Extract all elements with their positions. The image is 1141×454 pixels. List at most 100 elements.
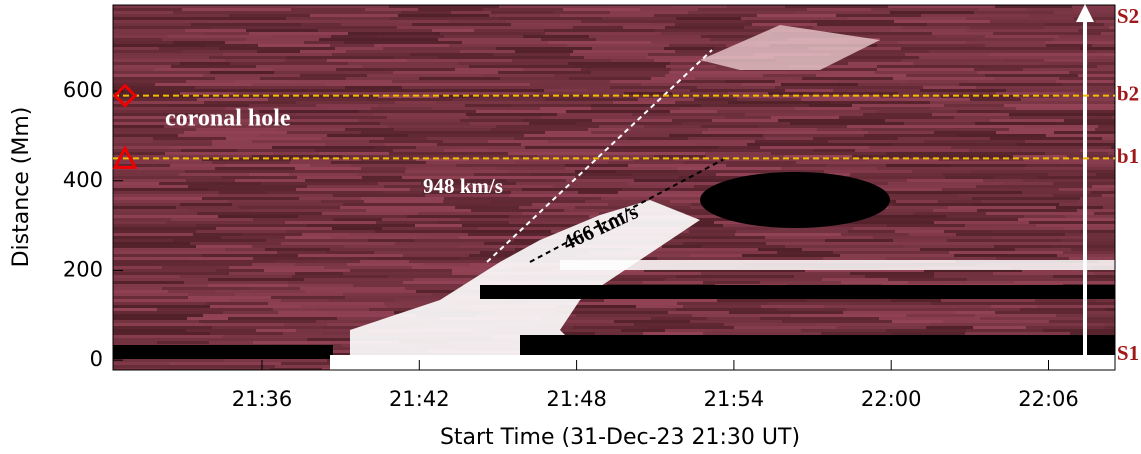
texture xyxy=(951,146,1071,149)
texture xyxy=(113,5,233,8)
texture xyxy=(194,89,314,92)
texture xyxy=(162,287,282,290)
texture xyxy=(824,59,944,62)
texture xyxy=(208,284,328,287)
texture xyxy=(1113,89,1115,92)
texture xyxy=(256,212,376,215)
texture xyxy=(457,146,577,149)
texture xyxy=(388,275,508,278)
texture xyxy=(697,86,817,89)
texture xyxy=(1079,218,1115,221)
texture xyxy=(589,35,709,38)
texture xyxy=(632,113,752,116)
texture xyxy=(350,269,470,272)
texture xyxy=(434,203,554,206)
texture xyxy=(348,32,468,35)
texture xyxy=(700,172,890,228)
texture xyxy=(113,359,233,362)
texture xyxy=(113,59,233,62)
texture xyxy=(287,131,407,134)
texture xyxy=(414,239,534,242)
texture xyxy=(211,95,331,98)
texture xyxy=(179,173,299,176)
fit-line xyxy=(529,156,729,263)
texture xyxy=(932,113,1052,116)
texture xyxy=(648,326,768,329)
texture xyxy=(286,230,406,233)
texture xyxy=(665,239,785,242)
texture xyxy=(374,44,494,47)
texture xyxy=(493,80,613,83)
texture xyxy=(418,212,538,215)
texture xyxy=(848,56,968,59)
texture xyxy=(410,53,530,56)
texture xyxy=(522,308,642,311)
texture xyxy=(728,101,848,104)
texture xyxy=(387,116,507,119)
x-tick-label: 22:00 xyxy=(861,387,922,411)
texture xyxy=(980,317,1100,320)
texture xyxy=(702,245,822,248)
texture xyxy=(235,179,355,182)
texture xyxy=(349,233,469,236)
texture xyxy=(567,44,687,47)
texture xyxy=(489,14,609,17)
texture xyxy=(113,224,233,227)
texture xyxy=(159,263,279,266)
texture xyxy=(777,308,897,311)
texture xyxy=(203,74,323,77)
texture xyxy=(402,176,522,179)
texture xyxy=(1075,92,1115,95)
texture xyxy=(897,161,1017,164)
texture xyxy=(511,23,631,26)
texture xyxy=(331,92,451,95)
texture xyxy=(208,278,328,281)
texture xyxy=(348,62,468,65)
texture xyxy=(601,197,721,200)
texture xyxy=(705,152,825,155)
texture xyxy=(469,158,589,161)
texture xyxy=(1085,59,1115,62)
texture xyxy=(344,41,464,44)
x-tick-label: 21:48 xyxy=(546,387,607,411)
texture xyxy=(862,197,982,200)
texture xyxy=(1026,164,1115,167)
texture xyxy=(371,107,491,110)
texture xyxy=(817,323,937,326)
texture xyxy=(682,122,802,125)
texture xyxy=(1064,119,1115,122)
texture xyxy=(1080,149,1115,152)
texture xyxy=(828,140,948,143)
texture xyxy=(113,134,233,137)
texture xyxy=(1113,80,1115,83)
texture xyxy=(366,209,486,212)
texture xyxy=(113,296,233,299)
texture xyxy=(903,245,1023,248)
texture xyxy=(246,29,366,32)
texture xyxy=(969,80,1089,83)
texture xyxy=(735,233,855,236)
texture xyxy=(850,272,970,275)
texture xyxy=(327,59,447,62)
texture xyxy=(1029,221,1115,224)
texture xyxy=(382,218,502,221)
texture xyxy=(640,146,760,149)
texture xyxy=(581,68,701,71)
texture xyxy=(405,170,525,173)
texture xyxy=(654,14,774,17)
texture xyxy=(113,92,233,95)
texture xyxy=(273,68,393,71)
texture xyxy=(676,308,796,311)
texture xyxy=(623,230,743,233)
texture xyxy=(541,116,661,119)
texture xyxy=(775,86,895,89)
texture xyxy=(794,275,914,278)
texture xyxy=(498,71,618,74)
texture xyxy=(272,146,392,149)
texture xyxy=(1009,113,1115,116)
texture xyxy=(605,149,725,152)
texture xyxy=(113,131,233,134)
texture xyxy=(524,134,644,137)
texture xyxy=(346,50,466,53)
texture xyxy=(1059,203,1115,206)
